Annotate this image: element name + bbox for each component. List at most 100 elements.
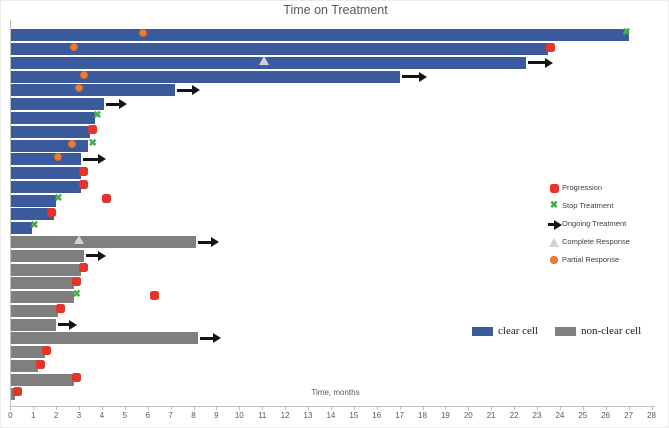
legend-item-progression: Progression: [548, 182, 630, 194]
series-label-clear-cell: clear cell: [498, 325, 538, 337]
ongoing-arrow-head: [419, 71, 428, 82]
complete-response-marker: [259, 55, 270, 65]
x-tick-label: 11: [258, 411, 267, 420]
progression-marker: [35, 359, 45, 369]
x-tick-label: 7: [168, 411, 173, 420]
x-tick: [468, 406, 470, 410]
x-tick: [537, 406, 538, 410]
x-tick-label: 14: [326, 411, 336, 420]
x-tick-label: 13: [303, 411, 313, 420]
x-tick: [147, 406, 149, 410]
treatment-bar: [11, 29, 629, 42]
treatment-bar: [11, 346, 45, 359]
treatment-bar: [11, 263, 82, 276]
treatment-bar: [11, 194, 57, 207]
x-tick: [376, 406, 378, 410]
ongoing-treatment-icon: [548, 218, 562, 230]
legend-label: Progression: [562, 183, 603, 192]
x-tick: [216, 406, 218, 410]
treatment-bar: [11, 139, 89, 152]
x-tick: [605, 406, 607, 410]
x-tick: [330, 406, 332, 410]
treatment-bar: [11, 153, 82, 166]
stop-treatment-marker: ✖: [622, 27, 631, 39]
ongoing-arrow: [177, 88, 195, 92]
progression-icon: [548, 182, 560, 194]
progression-marker: [56, 304, 66, 314]
x-tick: [445, 406, 447, 410]
partial-response-marker: [68, 139, 77, 148]
treatment-bar: [11, 236, 196, 248]
x-tick-label: 8: [191, 411, 196, 420]
legend-item-partial-response: Partial Response: [548, 255, 630, 264]
x-tick-label: 20: [463, 411, 473, 420]
x-tick-label: 26: [601, 411, 611, 420]
stop-treatment-marker: ✖: [72, 289, 81, 301]
legend-item-ongoing-treatment: Ongoing Treatment: [548, 218, 630, 230]
x-tick-label: 19: [440, 411, 450, 420]
treatment-bar: [11, 84, 176, 97]
legend-label: Complete Response: [562, 237, 630, 246]
x-axis-title: Time, months: [311, 388, 360, 397]
x-tick: [170, 406, 172, 410]
progression-marker: [72, 373, 82, 383]
x-tick: [193, 406, 195, 410]
partial-response-marker: [70, 43, 79, 52]
progression-marker: [79, 180, 89, 190]
x-tick: [79, 406, 80, 410]
ongoing-arrow-head: [212, 333, 221, 344]
x-tick-label: 15: [349, 411, 359, 420]
progression-marker: [546, 42, 556, 52]
x-tick-label: 5: [122, 411, 128, 420]
x-tick: [308, 406, 309, 410]
x-tick-label: 22: [509, 411, 519, 420]
x-tick: [101, 406, 103, 410]
treatment-bar: [11, 180, 82, 193]
x-tick-label: 9: [214, 411, 219, 420]
treatment-bar: [11, 222, 33, 235]
progression-marker: [79, 263, 89, 273]
marker-legend: Progression ✖ Stop Treatment Ongoing Tre…: [548, 183, 630, 273]
series-legend: clear cell non-clear cell: [472, 325, 641, 337]
complete-response-marker: [74, 235, 84, 244]
treatment-bar: [11, 98, 105, 111]
legend-label: Ongoing Treatment: [562, 219, 627, 228]
x-tick: [10, 406, 12, 410]
treatment-bar: [11, 373, 75, 386]
x-tick-label: 21: [486, 411, 496, 420]
x-tick-label: 16: [372, 411, 382, 420]
ongoing-arrow-head: [210, 237, 219, 247]
ongoing-arrow: [85, 254, 101, 258]
x-tick-label: 0: [8, 411, 13, 420]
treatment-bar: [11, 318, 57, 331]
treatment-bar: [11, 167, 82, 180]
x-tick: [124, 406, 126, 410]
x-tick-label: 28: [647, 411, 656, 420]
treatment-bar: [11, 360, 38, 373]
stop-treatment-icon: ✖: [549, 199, 559, 211]
legend-label: Partial Response: [562, 255, 620, 264]
stop-treatment-marker: ✖: [30, 220, 39, 232]
stop-treatment-marker: ✖: [93, 109, 102, 121]
x-tick-label: 3: [76, 411, 82, 420]
x-tick: [399, 406, 401, 410]
legend-item-complete-response: Complete Response: [548, 237, 630, 247]
stop-treatment-marker: ✖: [54, 192, 63, 204]
x-tick-label: 27: [624, 411, 634, 420]
x-tick: [353, 406, 355, 410]
x-tick: [514, 406, 516, 410]
progression-marker: [12, 387, 22, 397]
ongoing-arrow-head: [98, 250, 107, 261]
x-tick: [628, 406, 630, 410]
x-tick-label: 1: [30, 411, 36, 420]
x-tick-label: 4: [99, 411, 105, 420]
legend-label: Stop Treatment: [562, 201, 614, 210]
ongoing-arrow: [83, 157, 101, 161]
partial-response-icon: [548, 254, 560, 266]
x-tick-label: 23: [532, 411, 542, 420]
x-tick-label: 2: [53, 411, 59, 420]
x-tick: [582, 406, 584, 410]
treatment-bar: [11, 43, 549, 56]
ongoing-arrow: [527, 61, 548, 65]
x-tick: [651, 406, 653, 410]
